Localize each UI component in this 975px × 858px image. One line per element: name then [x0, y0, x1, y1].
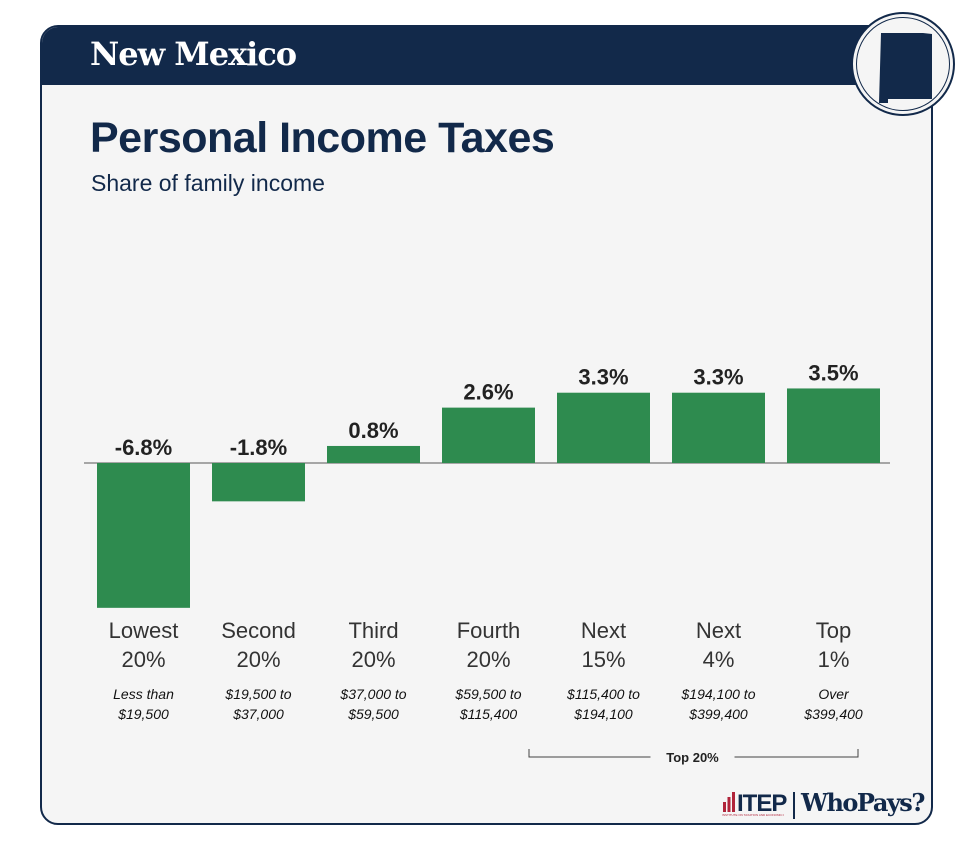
category-share-label: 20% — [351, 647, 395, 672]
bar — [557, 392, 650, 463]
bar — [672, 392, 765, 463]
chart-title: Personal Income Taxes — [90, 114, 555, 162]
bracket-label: Top 20% — [666, 750, 719, 765]
state-badge-ring — [856, 17, 950, 111]
category-label: Next — [696, 618, 741, 643]
category-share-label: 20% — [236, 647, 280, 672]
state-badge — [851, 12, 955, 116]
income-range-label: $194,100 — [573, 706, 633, 722]
category-label: Lowest — [109, 618, 179, 643]
income-range-label: Less than — [113, 686, 174, 702]
income-range-label: $115,400 to — [566, 686, 640, 702]
category-share-label: 15% — [581, 647, 625, 672]
category-share-label: 4% — [703, 647, 735, 672]
data-label: 0.8% — [348, 418, 398, 443]
bracket-line-right — [734, 749, 859, 758]
data-label: 3.3% — [693, 365, 743, 390]
bar — [442, 407, 535, 463]
income-range-label: $37,000 to — [339, 686, 406, 702]
category-label: Third — [348, 618, 398, 643]
data-label: -1.8% — [230, 435, 287, 460]
logo-divider — [793, 792, 795, 819]
data-label: 2.6% — [463, 380, 513, 405]
chart-subtitle: Share of family income — [91, 170, 325, 196]
itep-logo: ITEP — [737, 790, 787, 818]
data-label: -6.8% — [115, 435, 172, 460]
bracket-line-left — [528, 749, 651, 758]
category-share-label: 20% — [466, 647, 510, 672]
data-label: 3.5% — [808, 360, 858, 385]
income-range-label: Over — [818, 686, 850, 702]
category-label: Next — [581, 618, 626, 643]
category-label: Fourth — [457, 618, 521, 643]
income-range-label: $399,400 — [803, 706, 863, 722]
income-range-label: $19,500 to — [224, 686, 291, 702]
bar-logo-icon — [723, 792, 735, 812]
income-range-label: $59,500 to — [454, 686, 521, 702]
state-name: New Mexico — [90, 35, 297, 73]
whopays-logo: WhoPays? — [801, 788, 925, 817]
income-range-label: $115,400 — [459, 706, 518, 722]
bar — [787, 388, 880, 463]
itep-tagline: INSTITUTE ON TAXATION AND ECONOMIC POLIC… — [722, 813, 784, 817]
category-label: Second — [221, 618, 296, 643]
bar — [212, 463, 305, 502]
itep-logo-text: ITEP — [737, 790, 787, 817]
income-range-label: $399,400 — [688, 706, 748, 722]
bar — [97, 463, 190, 608]
chart-card: New Mexico — [40, 25, 933, 825]
income-range-label: $194,100 to — [681, 686, 756, 702]
new-mexico-map-icon — [879, 33, 932, 103]
category-label: Top — [816, 618, 851, 643]
income-range-label: $59,500 — [347, 706, 399, 722]
income-range-label: $37,000 — [232, 706, 284, 722]
header-bar: New Mexico — [42, 27, 931, 85]
bar — [327, 445, 420, 463]
category-share-label: 20% — [121, 647, 165, 672]
data-label: 3.3% — [578, 365, 628, 390]
category-share-label: 1% — [818, 647, 850, 672]
income-range-label: $19,500 — [117, 706, 169, 722]
